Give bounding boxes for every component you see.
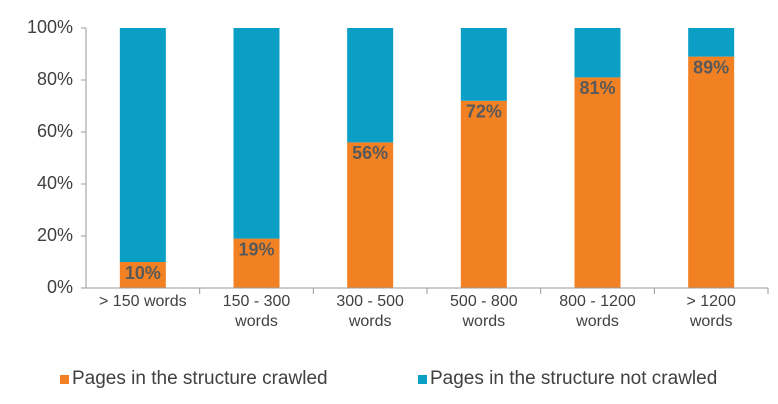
bar-segment [460,100,507,288]
x-tick-label: > 150 words [99,293,187,310]
x-tick-label: 300 - 500 words [336,293,404,330]
bar-segment [688,28,735,57]
y-tick-label: 40% [37,173,73,193]
legend-swatch [418,374,427,384]
value-label: 19% [238,239,274,259]
y-tick-label: 0% [47,277,73,297]
bar-segment [233,238,280,288]
bar-segment [119,28,166,262]
y-tick-label: 20% [37,225,73,245]
x-tick-label: 150 - 300 words [222,293,291,330]
bar-segment [574,28,621,78]
y-tick-label: 80% [37,69,73,89]
value-label: 56% [352,143,388,163]
bar-segment [347,28,394,143]
legend-item: Pages in the structure not crawled [418,368,717,390]
value-label: 72% [466,102,502,122]
bar-segment [688,56,735,288]
legend-label: Pages in the structure crawled [72,368,328,389]
y-tick-label: 60% [37,121,73,141]
value-label: 81% [579,78,615,98]
value-label: 89% [693,57,729,77]
x-tick-label: > 1200 words [686,293,736,330]
legend-swatch [60,374,69,384]
bar-segment [347,142,394,288]
value-label: 10% [125,263,161,283]
x-tick-label: 500 - 800 words [450,293,518,330]
legend-item: Pages in the structure crawled [60,368,328,390]
bar-segment [574,77,621,289]
legend-label: Pages in the structure not crawled [430,368,718,389]
y-tick-label: 100% [27,17,73,37]
bar-segment [119,262,166,288]
bar-segment [460,28,507,101]
bar-segment [233,28,280,239]
x-tick-label: 800 - 1200 words [559,293,636,330]
